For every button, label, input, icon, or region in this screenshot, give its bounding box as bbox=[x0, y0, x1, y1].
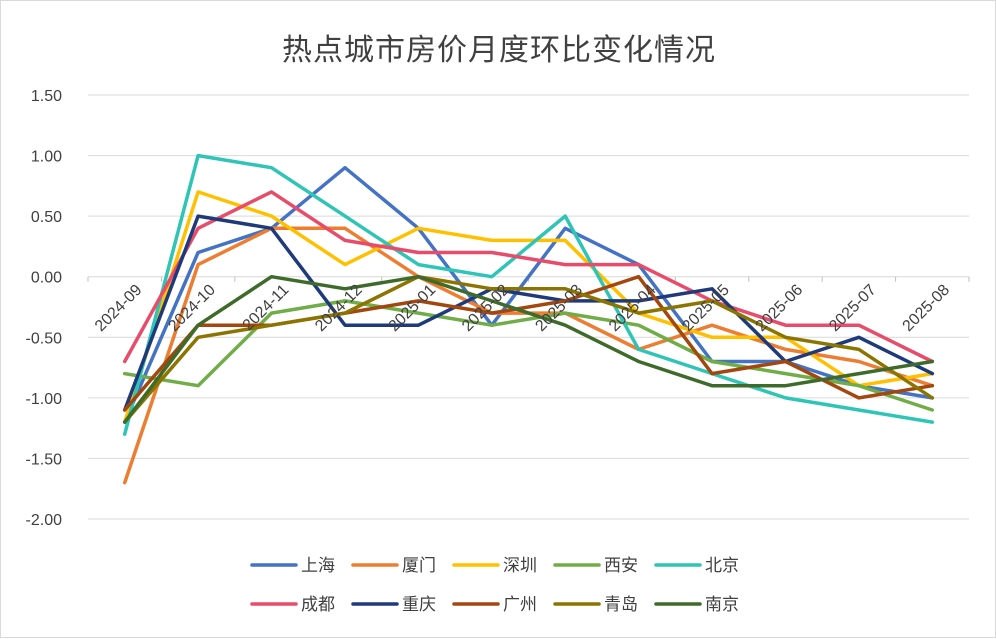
legend-label-西安: 西安 bbox=[604, 556, 638, 576]
legend-label-广州: 广州 bbox=[503, 595, 537, 615]
series-line-成都 bbox=[122, 190, 935, 364]
x-tick-label: 2024-09 bbox=[92, 281, 146, 335]
y-tick-label: 0.00 bbox=[31, 270, 62, 287]
chart-title: 热点城市房价月度环比变化情况 bbox=[282, 33, 716, 68]
legend-label-青岛: 青岛 bbox=[604, 595, 638, 615]
legend-label-厦门: 厦门 bbox=[402, 556, 436, 576]
x-tick-label: 2025-07 bbox=[826, 281, 880, 335]
legend-label-南京: 南京 bbox=[705, 595, 739, 615]
series-line-北京 bbox=[122, 153, 935, 436]
y-tick-label: -1.00 bbox=[26, 391, 63, 408]
y-tick-label: -2.00 bbox=[26, 512, 63, 529]
legend-label-深圳: 深圳 bbox=[503, 556, 537, 576]
y-tick-label: 1.00 bbox=[31, 149, 62, 166]
legend-label-北京: 北京 bbox=[705, 556, 739, 576]
y-tick-label: 0.50 bbox=[31, 209, 62, 226]
series-line-青岛 bbox=[122, 274, 935, 424]
series-line-深圳 bbox=[122, 190, 935, 424]
y-tick-label: -0.50 bbox=[26, 330, 63, 347]
x-tick-label: 2025-06 bbox=[753, 281, 807, 335]
legend-label-重庆: 重庆 bbox=[402, 595, 436, 615]
legend-label-上海: 上海 bbox=[301, 556, 335, 576]
series-line-广州 bbox=[122, 274, 935, 412]
y-tick-label: 1.50 bbox=[31, 88, 62, 105]
series-line-上海 bbox=[122, 165, 935, 424]
series-line-南京 bbox=[122, 274, 935, 424]
series-line-重庆 bbox=[122, 214, 935, 412]
y-tick-label: -1.50 bbox=[26, 451, 63, 468]
x-tick-label: 2025-08 bbox=[900, 281, 954, 335]
legend-label-成都: 成都 bbox=[301, 595, 335, 615]
